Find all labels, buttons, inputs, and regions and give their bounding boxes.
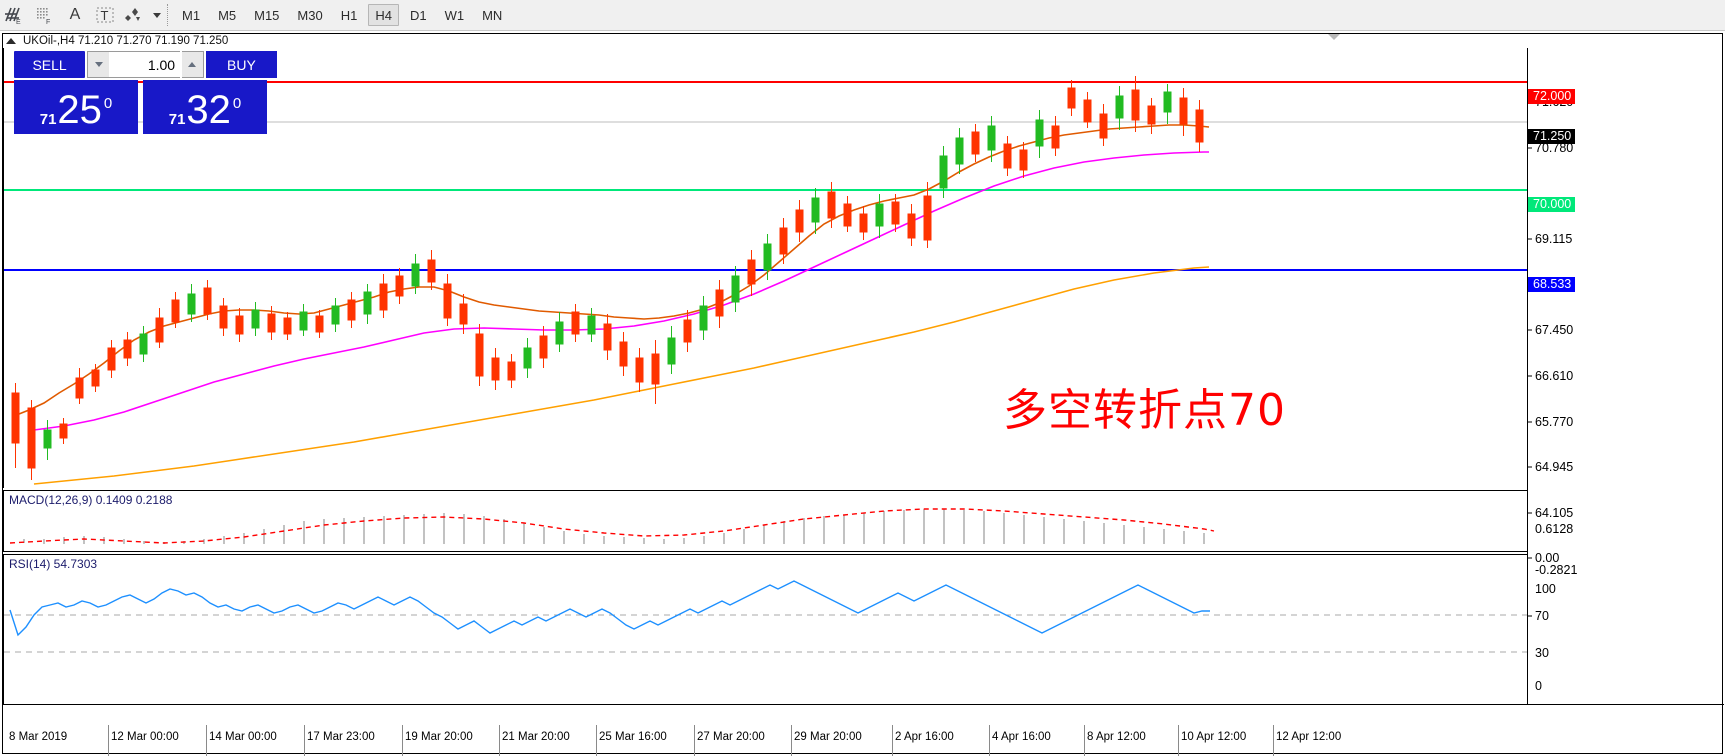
timeframe-m5[interactable]: M5 — [218, 7, 237, 23]
svg-text:F: F — [46, 19, 50, 25]
timeframe-h1[interactable]: H1 — [340, 7, 358, 23]
ytick-65770: 65.770 — [1528, 415, 1573, 429]
chart-scroll-handle[interactable] — [1328, 34, 1342, 43]
ma-long-orange — [33, 266, 1210, 485]
text-tool-icon[interactable]: A — [69, 6, 81, 23]
rsi-tick-30: 30 — [1535, 646, 1549, 660]
ytick-69115: 69.115 — [1528, 232, 1572, 246]
ytick-64105: 64.105 — [1528, 506, 1573, 520]
oct-price-row: 71 25 0 71 32 0 — [14, 80, 277, 134]
price-chart-svg — [4, 76, 1528, 485]
ask-price-main: 32 — [186, 88, 231, 132]
xtick-10: 4 Apr 16:00 — [989, 725, 1051, 756]
xtick-7: 27 Mar 20:00 — [694, 725, 765, 756]
toolbar-separator — [167, 4, 168, 26]
timeframe-d1[interactable]: D1 — [409, 7, 427, 23]
level-label-current-price[interactable]: 71.250 — [1528, 129, 1576, 144]
level-label-68533[interactable]: 68.533 — [1528, 277, 1576, 292]
text-label-icon[interactable]: T — [90, 1, 120, 30]
xtick-12: 10 Apr 12:00 — [1178, 725, 1246, 756]
macd-chart-svg — [9, 508, 1215, 544]
bid-price-box[interactable]: 71 25 0 — [14, 80, 138, 134]
ask-price-box[interactable]: 71 32 0 — [143, 80, 267, 134]
oct-controls-row: SELL 1.00 BUY — [14, 51, 277, 78]
level-label-72000[interactable]: 72.000 — [1528, 89, 1576, 104]
xtick-4: 19 Mar 20:00 — [402, 725, 473, 756]
volume-input[interactable]: 1.00 — [108, 51, 181, 78]
objects-icon[interactable] — [120, 1, 150, 30]
sell-button[interactable]: SELL — [14, 51, 86, 78]
xtick-11: 8 Apr 12:00 — [1084, 725, 1146, 756]
xtick-13: 12 Apr 12:00 — [1273, 725, 1341, 756]
bid-price-prefix: 71 — [39, 111, 57, 128]
buy-button[interactable]: BUY — [205, 51, 277, 78]
chart-annotation-text[interactable]: 多空转折点70 — [1003, 385, 1286, 436]
bid-price-fraction: 0 — [103, 95, 113, 112]
ask-price-fraction: 0 — [232, 95, 242, 112]
macd-signal-line — [9, 508, 1215, 544]
macd-tick-upper: 0.6128 — [1535, 522, 1574, 536]
price-axis[interactable]: 71.620 70.780 69.115 68.275 67.450 66.61… — [1527, 48, 1724, 704]
macd-label: MACD(12,26,9) 0.1409 0.2188 — [9, 493, 173, 507]
price-pane[interactable] — [3, 48, 1528, 488]
svg-text:T: T — [101, 8, 109, 23]
rsi-pane[interactable]: RSI(14) 54.7303 — [3, 554, 1528, 704]
templates-icon[interactable]: F — [30, 1, 60, 30]
svg-text:E: E — [16, 19, 21, 25]
objects-dropdown-icon[interactable] — [150, 1, 164, 30]
timeframe-h4[interactable]: H4 — [368, 4, 399, 26]
symbol-ohlc-text: UKOil-,H4 71.210 71.270 71.190 71.250 — [23, 35, 229, 47]
candlestick-series — [11, 76, 1204, 480]
ytick-67450: 67.450 — [1528, 323, 1573, 337]
collapse-triangle-icon[interactable] — [6, 38, 16, 44]
time-axis[interactable]: 8 Mar 2019 12 Mar 00:00 14 Mar 00:00 17 … — [3, 704, 1724, 756]
ytick-66610: 66.610 — [1528, 369, 1573, 383]
rsi-tick-0: 0 — [1535, 679, 1542, 693]
macd-histogram — [23, 509, 1205, 544]
toolbar: E F A — [0, 0, 1725, 31]
xtick-2: 14 Mar 00:00 — [206, 725, 277, 756]
xtick-6: 25 Mar 16:00 — [596, 725, 667, 756]
macd-pane[interactable]: MACD(12,26,9) 0.1409 0.2188 — [3, 490, 1527, 552]
timeframe-m30[interactable]: M30 — [297, 7, 323, 23]
ma-fast — [13, 124, 1210, 417]
ma-magenta — [33, 151, 1209, 431]
rsi-tick-100: 100 — [1535, 582, 1556, 596]
volume-increase-button[interactable] — [182, 51, 204, 78]
timeframe-w1[interactable]: W1 — [444, 7, 465, 23]
ytick-64945: 64.945 — [1528, 460, 1573, 474]
xtick-9: 2 Apr 16:00 — [892, 725, 954, 756]
level-label-70000[interactable]: 70.000 — [1528, 197, 1576, 212]
volume-decrease-button[interactable] — [87, 51, 109, 78]
xtick-5: 21 Mar 20:00 — [499, 725, 570, 756]
indicators-icon[interactable]: E — [0, 1, 30, 30]
symbol-info-bar: UKOil-,H4 71.210 71.270 71.190 71.250 — [3, 34, 1724, 48]
xtick-8: 29 Mar 20:00 — [791, 725, 862, 756]
timeframe-m15[interactable]: M15 — [254, 7, 280, 23]
xtick-3: 17 Mar 23:00 — [304, 725, 375, 756]
macd-tick-zero: 0.00 — [1528, 551, 1559, 565]
ytick-70780: 70.780 — [1528, 141, 1573, 155]
rsi-chart-svg — [4, 580, 1528, 653]
rsi-label: RSI(14) 54.7303 — [9, 557, 98, 571]
one-click-trading-panel[interactable]: SELL 1.00 BUY 71 25 0 71 32 — [14, 51, 277, 134]
ask-price-prefix: 71 — [168, 111, 186, 128]
xtick-1: 12 Mar 00:00 — [108, 725, 179, 756]
timeframe-m1[interactable]: M1 — [182, 7, 201, 23]
xtick-0: 8 Mar 2019 — [9, 731, 68, 743]
timeframe-mn[interactable]: MN — [482, 7, 503, 23]
macd-tick-lower: -0.2821 — [1535, 563, 1578, 577]
chart-canvas[interactable]: UKOil-,H4 71.210 71.270 71.190 71.250 — [2, 33, 1724, 756]
rsi-tick-70: 70 — [1528, 609, 1549, 623]
rsi-line — [9, 580, 1210, 637]
bid-price-main: 25 — [57, 88, 102, 132]
